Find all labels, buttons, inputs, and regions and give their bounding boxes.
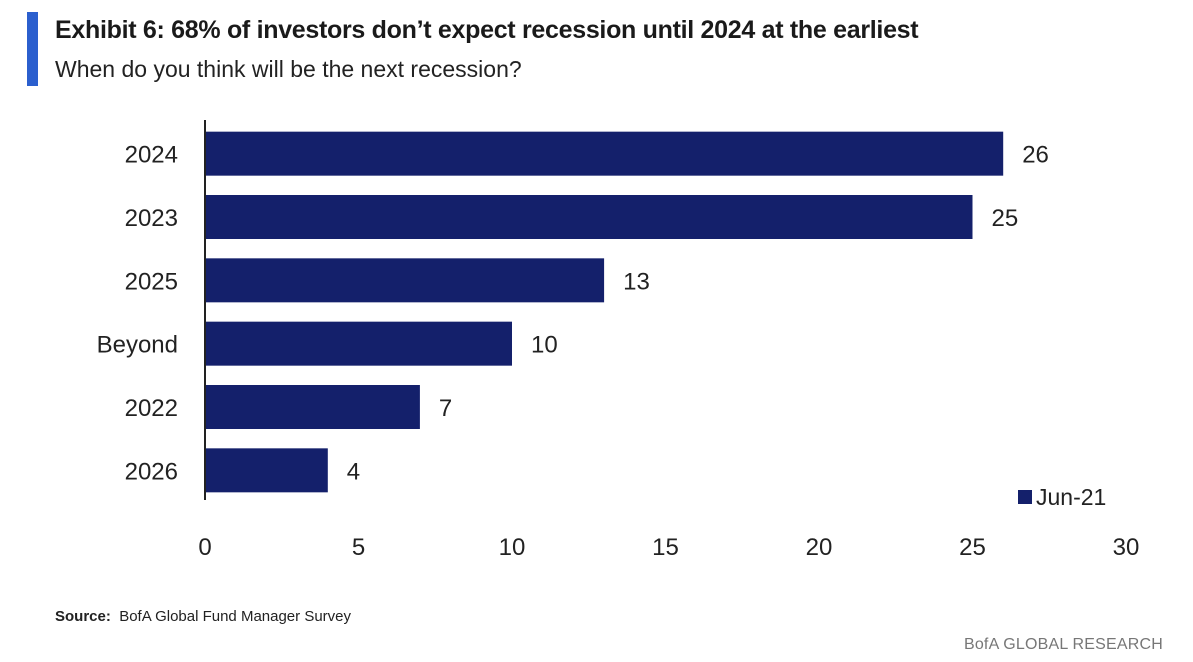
data-label: 13 [623,268,650,295]
x-tick-label: 15 [652,534,679,561]
bar-2026 [205,448,328,493]
data-label: 26 [1022,142,1049,169]
bar-2025 [205,258,605,303]
category-label: 2024 [125,142,178,169]
data-label: 4 [347,458,360,485]
x-tick-label: 20 [806,534,833,561]
footer-brand: BofA GLOBAL RESEARCH [963,636,1163,653]
category-label: 2026 [125,458,178,485]
bar-2023 [205,195,973,239]
chart-title: Exhibit 6: 68% of investors don’t expect… [55,16,919,44]
source-text: BofA Global Fund Manager Survey [119,608,351,625]
chart-subtitle: When do you think will be the next reces… [55,56,522,82]
source-label: Source: [55,608,111,625]
x-tick-label: 10 [499,534,526,561]
legend-swatch [1018,490,1032,504]
x-tick-label: 0 [198,534,211,561]
category-label: 2022 [125,395,178,422]
category-label: 2025 [125,268,178,295]
data-label: 25 [992,205,1019,232]
source-note: Source: BofA Global Fund Manager Survey [55,608,351,625]
bar-2024 [205,131,1004,176]
bar-2022 [205,385,420,429]
data-label: 10 [531,332,558,359]
x-tick-label: 25 [959,534,986,561]
category-label: 2023 [125,205,178,232]
title-accent-bar [27,12,38,86]
category-label: Beyond [97,332,178,359]
legend-label: Jun-21 [1036,484,1106,510]
x-tick-label: 5 [352,534,365,561]
x-tick-label: 30 [1113,534,1140,561]
bar-beyond [205,321,512,366]
data-label: 7 [439,395,452,422]
